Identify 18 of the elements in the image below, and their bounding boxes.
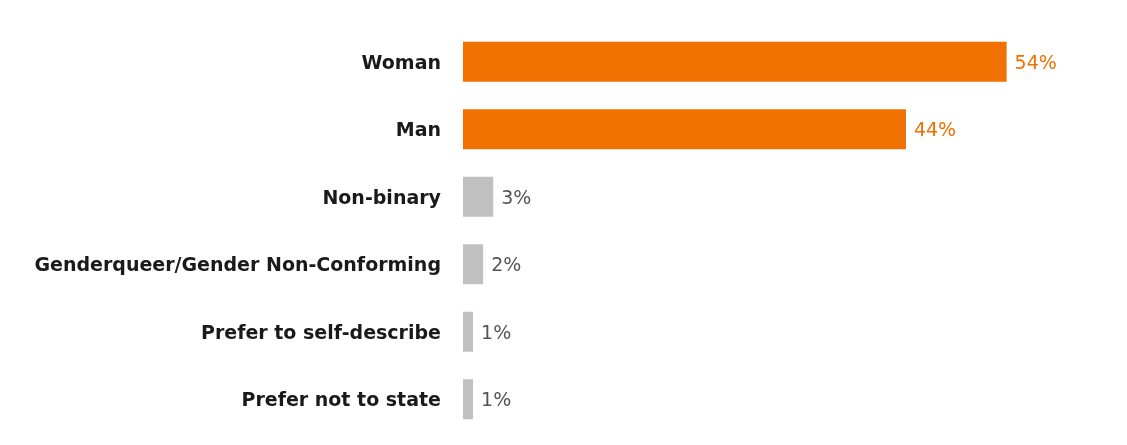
y-tick-label: Man xyxy=(395,118,441,141)
bar xyxy=(463,41,1007,82)
y-tick-label: Genderqueer/Gender Non-Conforming xyxy=(34,253,441,276)
data-label: 3% xyxy=(501,185,532,208)
y-tick-label: Prefer not to state xyxy=(241,388,441,411)
bar xyxy=(463,244,484,285)
y-tick-label: Prefer to self-describe xyxy=(200,320,441,343)
bar xyxy=(463,109,906,150)
y-tick-label: Non-binary xyxy=(322,185,442,208)
data-label: 1% xyxy=(481,320,512,343)
data-label: 2% xyxy=(491,253,522,276)
bar xyxy=(463,311,474,352)
bar xyxy=(463,176,494,217)
data-label: 54% xyxy=(1014,50,1057,73)
y-tick-label: Woman xyxy=(361,50,441,73)
data-label: 1% xyxy=(481,388,512,411)
data-label: 44% xyxy=(913,118,957,141)
bar xyxy=(463,379,474,420)
